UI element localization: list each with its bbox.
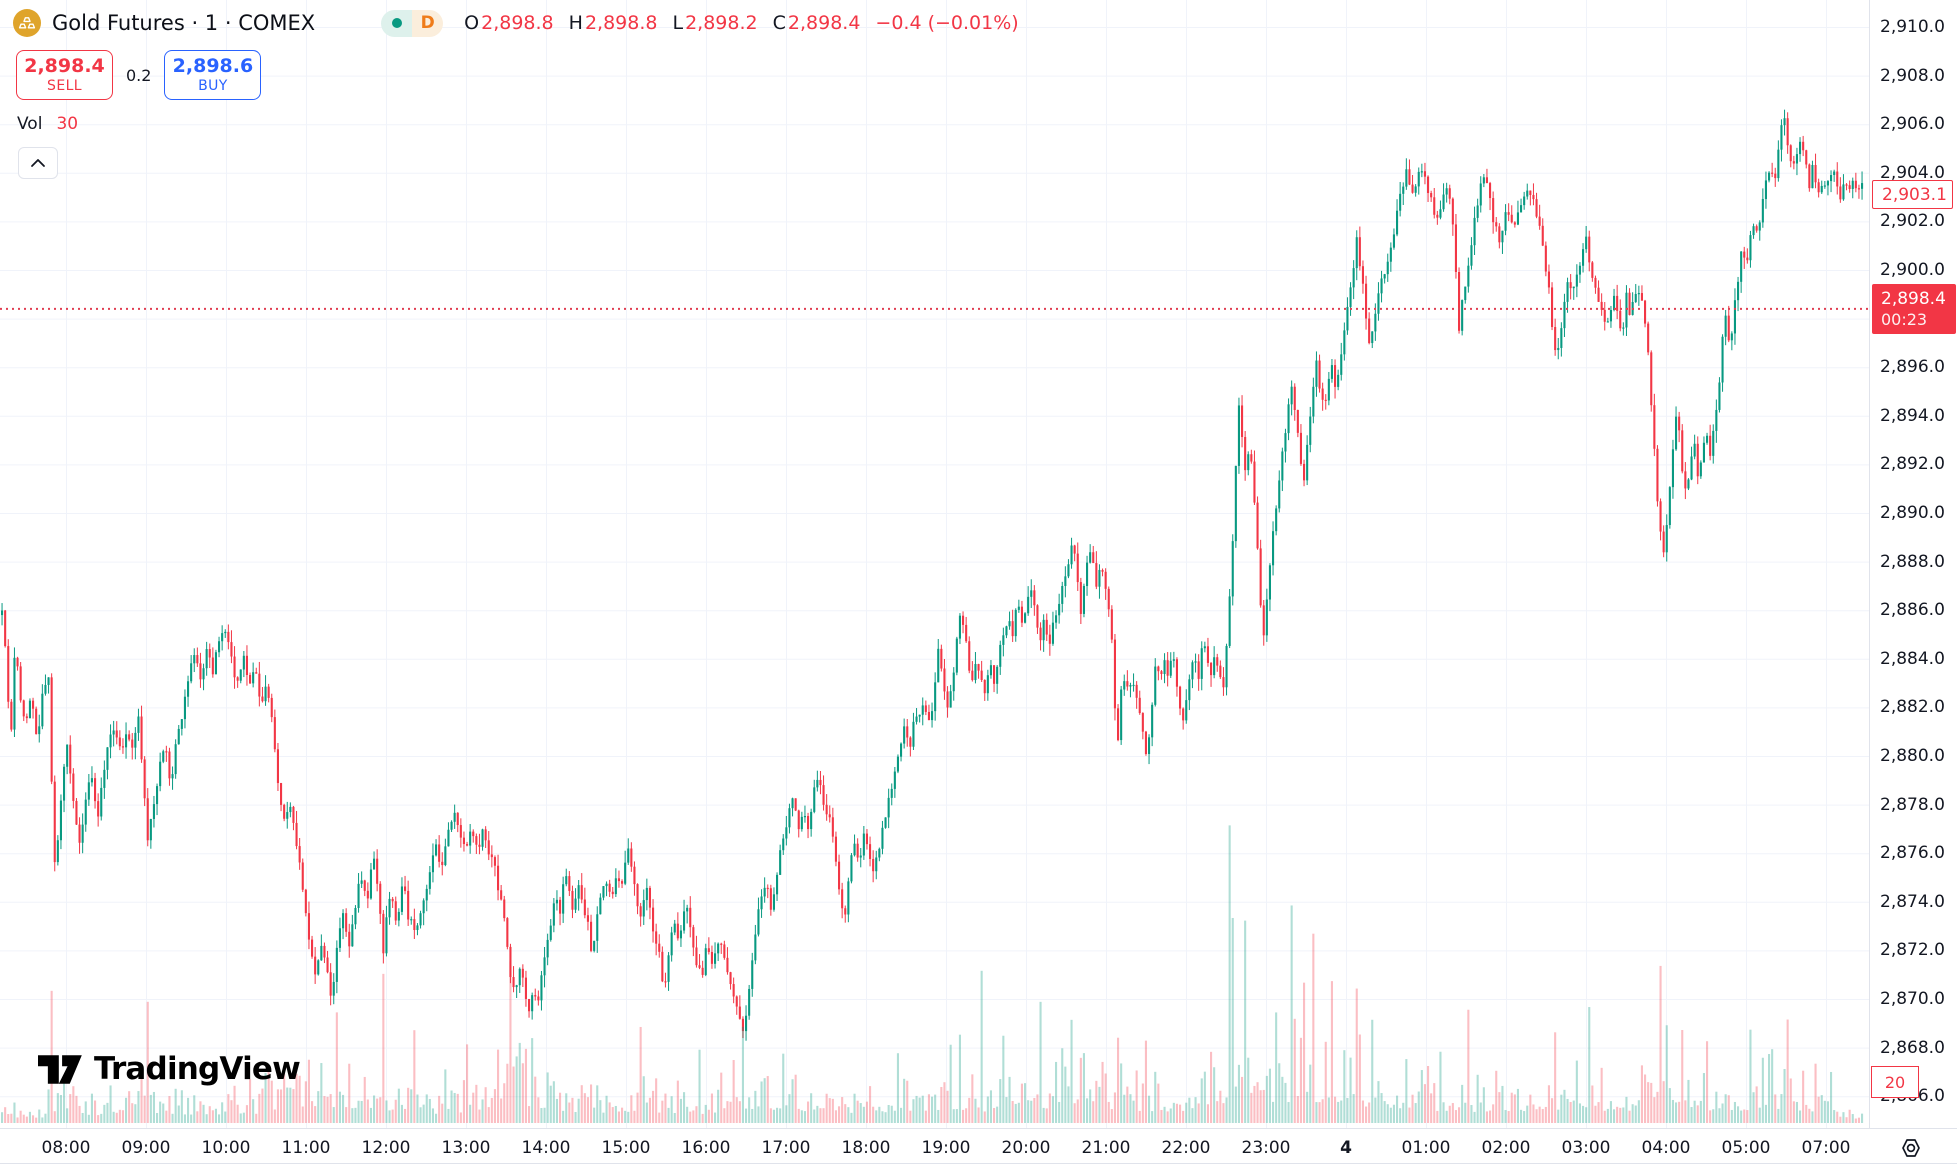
price-axis-label: 2,908.0	[1880, 65, 1945, 86]
current-price: 2,898.4	[1881, 288, 1946, 309]
price-axis-label: 2,868.0	[1880, 1037, 1945, 1058]
time-axis-label: 20:00	[1001, 1138, 1051, 1158]
last-price-label: 2,903.1	[1872, 180, 1953, 209]
time-axis-label: 07:00	[1801, 1138, 1851, 1158]
time-axis-label: 10:00	[201, 1138, 251, 1158]
buy-price: 2,898.6	[172, 54, 254, 77]
time-axis-label: 12:00	[361, 1138, 411, 1158]
current-price-countdown-label: 2,898.4 00:23	[1872, 284, 1956, 334]
open-key: O	[464, 12, 480, 34]
close-key: C	[772, 12, 786, 34]
time-axis-label: 17:00	[761, 1138, 811, 1158]
price-axis-label: 2,910.0	[1880, 17, 1945, 37]
open-value: 2,898.8	[481, 12, 554, 34]
price-axis-label: 2,906.0	[1880, 114, 1945, 135]
pane-bottom-divider	[0, 1163, 1957, 1164]
price-axis-label: 2,896.0	[1880, 357, 1945, 378]
tradingview-logo[interactable]: TradingView	[38, 1051, 301, 1087]
buy-button[interactable]: 2,898.6 BUY	[164, 50, 262, 100]
sell-button[interactable]: 2,898.4 SELL	[16, 50, 113, 100]
price-axis-label: 2,870.0	[1880, 989, 1945, 1009]
price-axis-label: 2,892.0	[1880, 454, 1945, 475]
price-axis-label: 2,890.0	[1880, 503, 1945, 523]
price-axis-label: 2,902.0	[1880, 211, 1945, 232]
price-axis-label: 2,886.0	[1880, 600, 1945, 621]
change-value: −0.4 (−0.01%)	[875, 12, 1019, 34]
time-axis-label: 16:00	[681, 1138, 731, 1158]
interval-d-label: D	[412, 9, 444, 37]
chevron-up-icon	[31, 159, 45, 167]
buy-label: BUY	[198, 77, 228, 94]
volume-indicator-row[interactable]: Vol 30	[17, 114, 78, 134]
price-axis-label: 2,876.0	[1880, 843, 1945, 864]
time-axis-label: 08:00	[41, 1138, 91, 1158]
time-axis-label: 18:00	[841, 1138, 891, 1158]
spread-value: 0.2	[126, 65, 152, 85]
time-axis-settings-icon[interactable]	[1896, 1134, 1926, 1162]
time-axis-label: 05:00	[1721, 1138, 1771, 1158]
time-axis-label: 15:00	[601, 1138, 651, 1158]
time-axis-label: 02:00	[1481, 1138, 1531, 1158]
time-axis-day-label: 4	[1340, 1138, 1352, 1158]
time-axis-label: 22:00	[1161, 1138, 1211, 1158]
chart-plot-area[interactable]	[0, 0, 1869, 1128]
time-axis-label: 04:00	[1641, 1138, 1691, 1158]
time-axis-label: 23:00	[1241, 1138, 1291, 1158]
close-value: 2,898.4	[787, 12, 861, 34]
price-axis-label: 2,888.0	[1880, 551, 1945, 572]
price-axis[interactable]: 2,866.02,868.02,870.02,872.02,874.02,876…	[1869, 0, 1957, 1128]
time-axis-label: 01:00	[1401, 1138, 1451, 1158]
low-key: L	[672, 12, 684, 34]
high-value: 2,898.8	[584, 12, 658, 34]
time-axis-label: 11:00	[281, 1138, 331, 1158]
high-key: H	[568, 12, 583, 34]
gold-symbol-icon	[13, 9, 41, 37]
time-axis-label: 14:00	[521, 1138, 571, 1158]
sell-price: 2,898.4	[24, 54, 105, 77]
collapse-panel-button[interactable]	[18, 147, 58, 179]
price-axis-label: 2,880.0	[1880, 746, 1945, 766]
price-axis-label: 2,872.0	[1880, 940, 1945, 961]
volume-axis-badge: 20	[1871, 1066, 1919, 1098]
price-axis-label: 2,878.0	[1880, 794, 1945, 815]
time-axis-label: 19:00	[921, 1138, 971, 1158]
tradingview-logo-text: TradingView	[94, 1051, 301, 1087]
price-axis-label: 2,894.0	[1880, 405, 1945, 426]
low-value: 2,898.2	[685, 12, 758, 34]
symbol-title[interactable]: Gold Futures · 1 · COMEX	[52, 11, 316, 35]
bar-countdown: 00:23	[1881, 309, 1928, 329]
ohlc-readout: O 2,898.8 H 2,898.8 L 2,898.2 C 2,898.4 −0.4…	[464, 12, 1019, 34]
time-axis-label: 21:00	[1081, 1138, 1131, 1158]
price-axis-label: 2,884.0	[1880, 648, 1945, 669]
sell-label: SELL	[47, 77, 82, 94]
time-axis-label: 09:00	[121, 1138, 171, 1158]
session-interval-badge[interactable]: D	[381, 9, 444, 37]
price-axis-label: 2,882.0	[1880, 697, 1945, 718]
volume-value: 30	[56, 114, 79, 134]
time-axis-label: 13:00	[441, 1138, 491, 1158]
price-axis-label: 2,874.0	[1880, 891, 1945, 912]
time-axis-label: 03:00	[1561, 1138, 1611, 1158]
volume-label: Vol	[17, 114, 43, 134]
price-axis-label: 2,904.0	[1880, 162, 1945, 183]
price-axis-label: 2,900.0	[1880, 260, 1945, 280]
chart-header: Gold Futures · 1 · COMEX D O 2,898.8 H 2,8…	[13, 8, 1019, 38]
time-axis[interactable]: 08:00 09:00 10:00 11:00 12:00 13:00 14:00 15:00…	[0, 1128, 1957, 1165]
tradingview-mark-icon	[38, 1054, 82, 1084]
trade-panel: 2,898.4 SELL 0.2 2,898.6 BUY	[16, 50, 262, 100]
session-dot-icon	[381, 9, 413, 37]
